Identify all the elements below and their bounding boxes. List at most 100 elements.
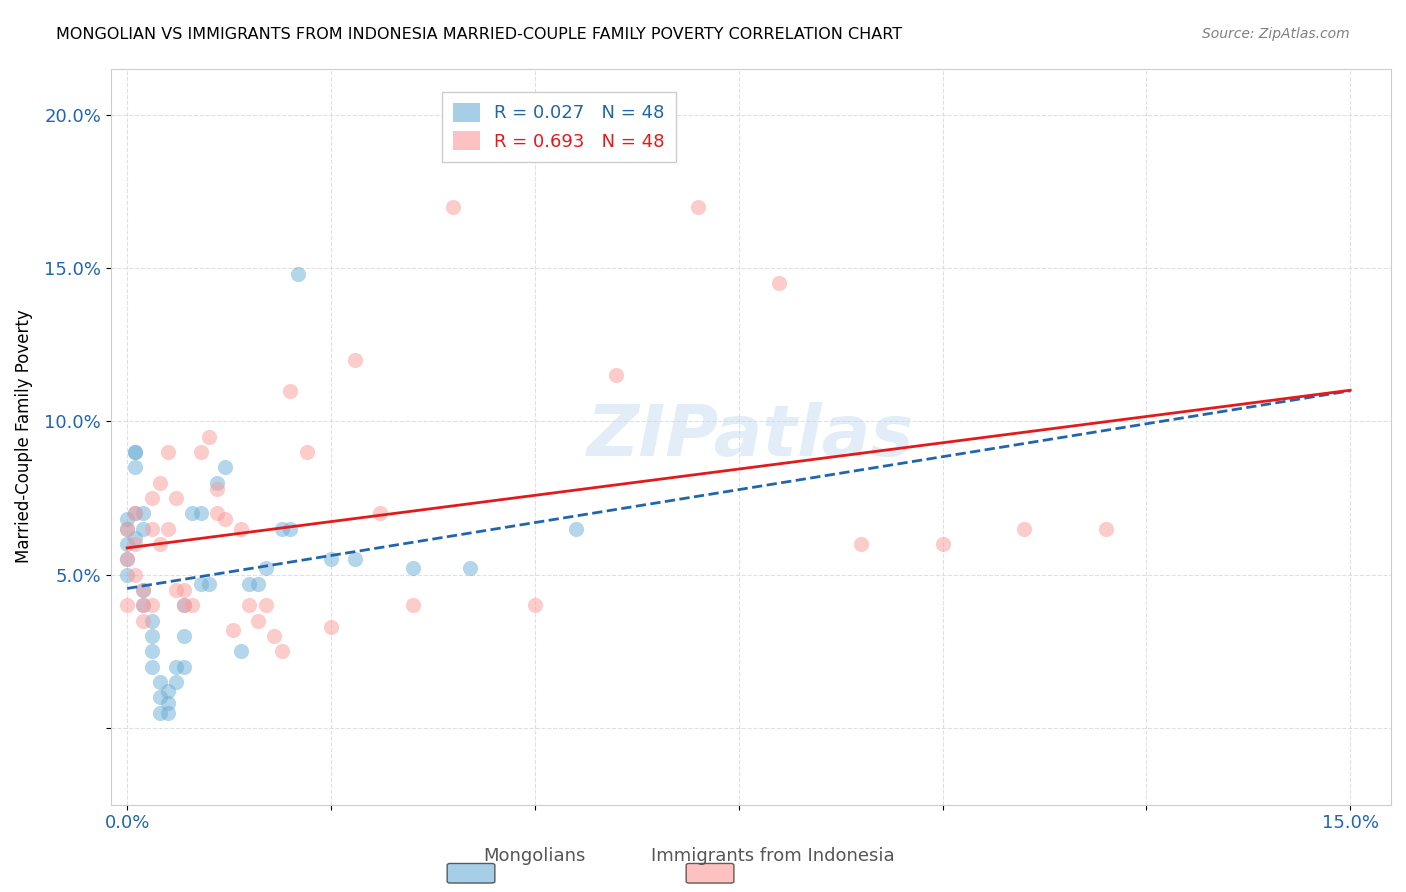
Immigrants from Indonesia — [401, 599, 423, 613]
Mongolians — [344, 552, 367, 566]
Mongolians — [149, 690, 172, 705]
Immigrants from Indonesia — [263, 629, 285, 643]
Immigrants from Indonesia — [271, 644, 294, 658]
Mongolians — [115, 512, 138, 526]
Mongolians — [173, 629, 195, 643]
Mongolians — [124, 531, 146, 545]
Mongolians — [132, 599, 155, 613]
Mongolians — [205, 475, 228, 490]
Mongolians — [287, 267, 309, 281]
Mongolians — [190, 577, 212, 591]
Immigrants from Indonesia — [181, 599, 204, 613]
Mongolians — [173, 599, 195, 613]
Text: Immigrants from Indonesia: Immigrants from Indonesia — [651, 847, 896, 865]
Immigrants from Indonesia — [132, 614, 155, 628]
Immigrants from Indonesia — [319, 620, 342, 634]
Mongolians — [149, 706, 172, 720]
Mongolians — [319, 552, 342, 566]
Immigrants from Indonesia — [197, 429, 219, 443]
Immigrants from Indonesia — [222, 623, 245, 637]
Mongolians — [156, 684, 179, 698]
Immigrants from Indonesia — [205, 506, 228, 520]
Immigrants from Indonesia — [205, 482, 228, 496]
Immigrants from Indonesia — [165, 491, 187, 505]
Mongolians — [458, 561, 481, 575]
Immigrants from Indonesia — [1012, 522, 1035, 536]
Immigrants from Indonesia — [605, 368, 627, 383]
Mongolians — [278, 522, 301, 536]
Immigrants from Indonesia — [849, 537, 872, 551]
Immigrants from Indonesia — [246, 614, 269, 628]
Mongolians — [115, 522, 138, 536]
Immigrants from Indonesia — [165, 582, 187, 597]
Mongolians — [115, 567, 138, 582]
Mongolians — [141, 659, 163, 673]
Mongolians — [165, 675, 187, 690]
Immigrants from Indonesia — [141, 491, 163, 505]
Mongolians — [132, 522, 155, 536]
Mongolians — [115, 552, 138, 566]
Mongolians — [149, 675, 172, 690]
Immigrants from Indonesia — [115, 599, 138, 613]
Mongolians — [141, 614, 163, 628]
Mongolians — [271, 522, 294, 536]
Immigrants from Indonesia — [190, 445, 212, 459]
Immigrants from Indonesia — [149, 537, 172, 551]
Mongolians — [564, 522, 586, 536]
Mongolians — [214, 460, 236, 475]
Immigrants from Indonesia — [132, 582, 155, 597]
Immigrants from Indonesia — [156, 445, 179, 459]
Immigrants from Indonesia — [173, 599, 195, 613]
Immigrants from Indonesia — [931, 537, 953, 551]
Mongolians — [156, 697, 179, 711]
Mongolians — [197, 577, 219, 591]
Immigrants from Indonesia — [124, 506, 146, 520]
Immigrants from Indonesia — [1094, 522, 1116, 536]
Mongolians — [190, 506, 212, 520]
Immigrants from Indonesia — [686, 200, 709, 214]
Mongolians — [141, 629, 163, 643]
Mongolians — [124, 445, 146, 459]
Immigrants from Indonesia — [124, 537, 146, 551]
Mongolians — [124, 506, 146, 520]
Immigrants from Indonesia — [768, 277, 790, 291]
Mongolians — [141, 644, 163, 658]
Immigrants from Indonesia — [231, 522, 253, 536]
Immigrants from Indonesia — [523, 599, 546, 613]
Immigrants from Indonesia — [149, 475, 172, 490]
Immigrants from Indonesia — [173, 582, 195, 597]
Immigrants from Indonesia — [214, 512, 236, 526]
Immigrants from Indonesia — [132, 599, 155, 613]
Text: MONGOLIAN VS IMMIGRANTS FROM INDONESIA MARRIED-COUPLE FAMILY POVERTY CORRELATION: MONGOLIAN VS IMMIGRANTS FROM INDONESIA M… — [56, 27, 903, 42]
Mongolians — [165, 659, 187, 673]
Text: Source: ZipAtlas.com: Source: ZipAtlas.com — [1202, 27, 1350, 41]
Mongolians — [132, 582, 155, 597]
Immigrants from Indonesia — [441, 200, 464, 214]
Mongolians — [238, 577, 260, 591]
Immigrants from Indonesia — [278, 384, 301, 398]
Immigrants from Indonesia — [141, 522, 163, 536]
Mongolians — [156, 706, 179, 720]
Mongolians — [181, 506, 204, 520]
Immigrants from Indonesia — [368, 506, 391, 520]
Mongolians — [246, 577, 269, 591]
Mongolians — [401, 561, 423, 575]
Immigrants from Indonesia — [344, 352, 367, 367]
Immigrants from Indonesia — [156, 522, 179, 536]
Mongolians — [124, 445, 146, 459]
Immigrants from Indonesia — [141, 599, 163, 613]
Mongolians — [132, 506, 155, 520]
Mongolians — [231, 644, 253, 658]
Immigrants from Indonesia — [115, 522, 138, 536]
Text: Mongolians: Mongolians — [484, 847, 585, 865]
Y-axis label: Married-Couple Family Poverty: Married-Couple Family Poverty — [15, 310, 32, 564]
Mongolians — [173, 659, 195, 673]
Immigrants from Indonesia — [124, 567, 146, 582]
Mongolians — [115, 537, 138, 551]
Mongolians — [254, 561, 277, 575]
Legend: R = 0.027   N = 48, R = 0.693   N = 48: R = 0.027 N = 48, R = 0.693 N = 48 — [441, 92, 676, 161]
Mongolians — [124, 460, 146, 475]
Text: ZIPatlas: ZIPatlas — [588, 402, 915, 471]
Immigrants from Indonesia — [254, 599, 277, 613]
Immigrants from Indonesia — [295, 445, 318, 459]
